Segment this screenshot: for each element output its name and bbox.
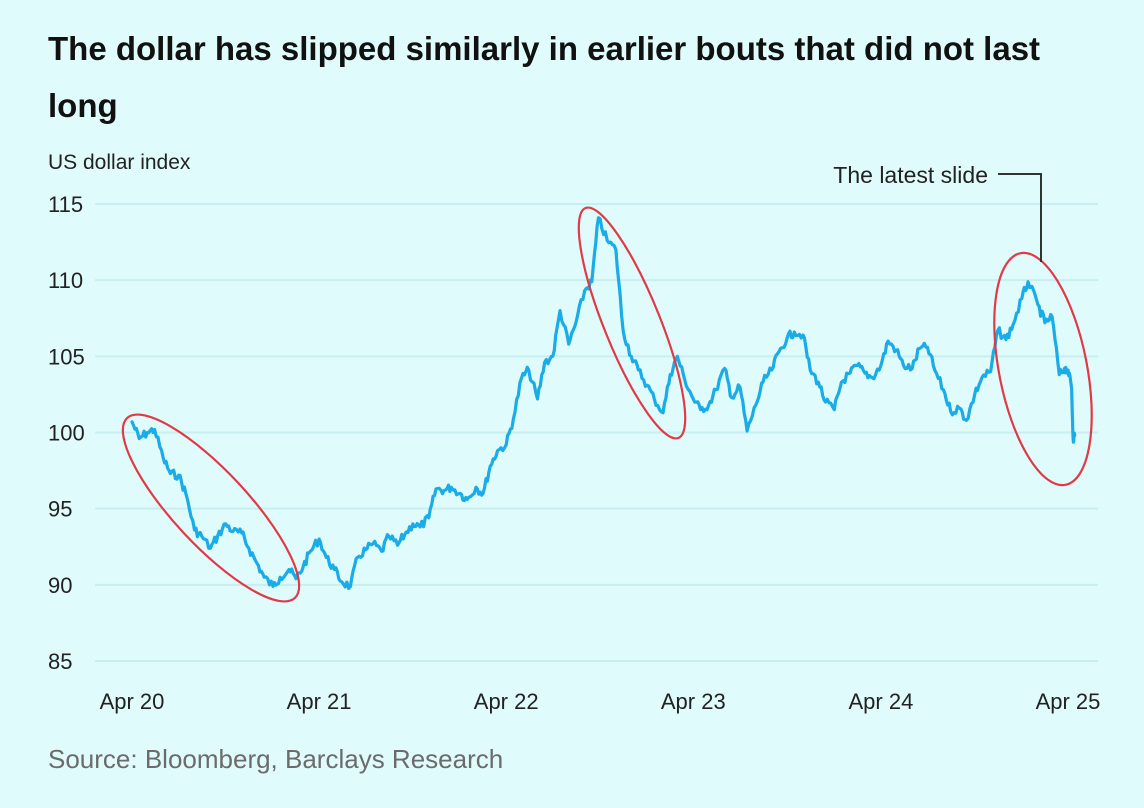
x-tick-labels: Apr 20 Apr 21 Apr 22 Apr 23 Apr 24 Apr 25 xyxy=(100,689,1101,714)
x-tick-label: Apr 20 xyxy=(100,689,165,714)
y-tick-label: 100 xyxy=(48,421,85,446)
y-tick-label: 85 xyxy=(48,649,72,674)
source-note: Source: Bloomberg, Barclays Research xyxy=(48,744,504,774)
x-tick-label: Apr 22 xyxy=(474,689,539,714)
y-tick-label: 105 xyxy=(48,344,85,369)
annotation-latest-slide: The latest slide xyxy=(833,162,988,188)
gridlines xyxy=(95,203,1098,662)
y-tick-label: 95 xyxy=(48,497,72,522)
x-tick-label: Apr 21 xyxy=(287,689,352,714)
series-line-us-dollar-index xyxy=(130,216,1077,590)
highlight-ellipse-2020 xyxy=(121,413,301,603)
highlight-ellipse-2022 xyxy=(577,206,687,440)
x-tick-label: Apr 25 xyxy=(1036,689,1101,714)
highlight-ellipse-latest xyxy=(993,251,1093,487)
y-tick-label: 110 xyxy=(48,268,83,293)
y-tick-label: 115 xyxy=(48,192,83,217)
y-axis-title: US dollar index xyxy=(48,151,191,174)
y-tick-labels: 85 90 95 100 105 110 115 xyxy=(48,192,85,674)
chart-title: The dollar has slipped similarly in earl… xyxy=(48,30,1041,124)
annotation-leader-line xyxy=(998,173,1042,262)
y-tick-label: 90 xyxy=(48,573,72,598)
x-tick-label: Apr 24 xyxy=(848,689,913,714)
x-tick-label: Apr 23 xyxy=(661,689,726,714)
line-chart: US dollar index 85 90 95 100 105 110 115 Apr 2… xyxy=(48,151,1101,714)
